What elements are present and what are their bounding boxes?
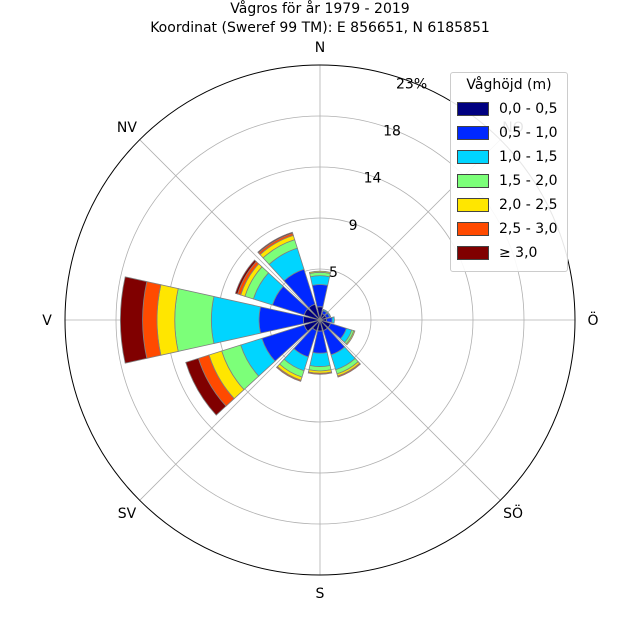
- direction-label: SV: [118, 506, 137, 522]
- legend-label: 1,0 - 1,5: [499, 149, 558, 165]
- direction-label: V: [42, 313, 52, 329]
- legend-item: 2,0 - 2,5: [457, 193, 561, 217]
- direction-label: NV: [117, 120, 137, 136]
- rose-bar-segment: [308, 270, 332, 274]
- legend-label: 0,5 - 1,0: [499, 125, 558, 141]
- radial-tick-label: 14: [364, 171, 382, 187]
- rose-bar-segment: [185, 357, 227, 416]
- rose-bar-segment: [234, 259, 257, 295]
- rose-bar-segment: [337, 362, 362, 378]
- rose-bar-segment: [120, 276, 148, 364]
- legend-item: 0,5 - 1,0: [457, 121, 561, 145]
- legend-item: 2,5 - 3,0: [457, 217, 561, 241]
- rose-bar-segment: [309, 351, 331, 367]
- legend-label: 0,0 - 0,5: [499, 101, 558, 117]
- legend-swatch: [457, 198, 489, 212]
- legend-label: 1,5 - 2,0: [499, 173, 558, 189]
- legend-label: ≥ 3,0: [499, 245, 538, 261]
- direction-label: SÖ: [503, 504, 523, 522]
- chart-title: Vågros för år 1979 - 2019: [230, 1, 410, 17]
- radial-tick-label: 5: [329, 265, 338, 281]
- rose-bar-segment: [326, 311, 332, 318]
- legend-item: 0,0 - 0,5: [457, 97, 561, 121]
- radial-tick-label: 23%: [396, 76, 427, 92]
- grid-spoke: [139, 139, 321, 321]
- direction-label: Ö: [587, 311, 598, 329]
- grid-spoke: [139, 319, 321, 501]
- legend-swatch: [457, 246, 489, 260]
- rose-bar-segment: [156, 284, 179, 356]
- legend-title: Våghöjd (m): [466, 77, 552, 93]
- direction-label: N: [315, 40, 325, 56]
- legend-swatch: [457, 174, 489, 188]
- radial-tick-label: 18: [383, 124, 401, 140]
- rose-bar-segment: [309, 275, 331, 286]
- legend-item: ≥ 3,0: [457, 241, 561, 265]
- rose-bar-segment: [210, 296, 261, 344]
- outer-circle: [64, 64, 576, 576]
- legend-item: 1,5 - 2,0: [457, 169, 561, 193]
- radial-tick-label: 9: [349, 218, 358, 234]
- legend-label: 2,5 - 3,0: [499, 221, 558, 237]
- rose-bar-segment: [275, 366, 302, 382]
- grid-spoke: [319, 319, 501, 501]
- legend: Våghöjd (m) 0,0 - 0,5 0,5 - 1,0 1,0 - 1,5 1…: [450, 72, 568, 272]
- legend-swatch: [457, 150, 489, 164]
- rose-bar-segment: [307, 371, 333, 375]
- rose-bar-segment: [257, 231, 294, 254]
- rose-bar-segment: [174, 288, 215, 352]
- legend-label: 2,0 - 2,5: [499, 197, 558, 213]
- legend-swatch: [457, 126, 489, 140]
- legend-item: 1,0 - 1,5: [457, 145, 561, 169]
- rose-bar-segment: [331, 316, 335, 324]
- chart-subtitle: Koordinat (Sweref 99 TM): E 856651, N 61…: [150, 20, 490, 36]
- rose-bar-segment: [326, 316, 333, 324]
- direction-label: S: [316, 586, 325, 602]
- legend-swatch: [457, 102, 489, 116]
- legend-swatch: [457, 222, 489, 236]
- rose-bar-segment: [345, 330, 356, 346]
- rose-bar-segment: [322, 308, 329, 314]
